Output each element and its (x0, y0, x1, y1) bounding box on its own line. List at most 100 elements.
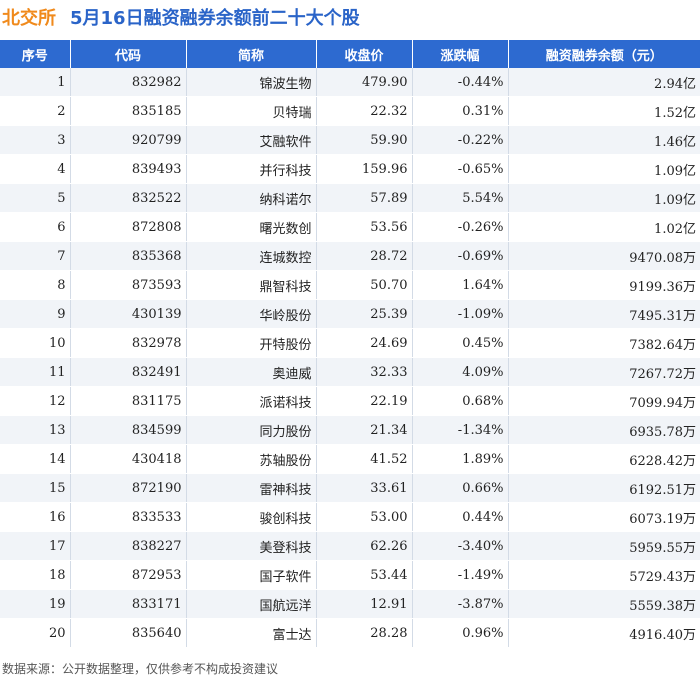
cell-name: 国航远洋 (186, 589, 317, 619)
cell-rank: 14 (0, 444, 71, 474)
cell-rank: 8 (0, 270, 71, 300)
cell-close: 57.89 (316, 183, 413, 213)
table-row: 17 838227 美登科技 62.26 -3.40% 5959.55万 (0, 531, 700, 561)
cell-rank: 2 (0, 96, 71, 126)
cell-close: 53.44 (316, 560, 413, 590)
table-row: 7 835368 连城数控 28.72 -0.69% 9470.08万 (0, 241, 700, 271)
cell-rank: 15 (0, 473, 71, 503)
table-row: 20 835640 富士达 28.28 0.96% 4916.40万 (0, 618, 700, 648)
cell-close: 41.52 (316, 444, 413, 474)
cell-name: 艾融软件 (186, 125, 317, 155)
table-row: 16 833533 骏创科技 53.00 0.44% 6073.19万 (0, 502, 700, 532)
cell-change: -0.65% (412, 154, 509, 184)
column-header-balance: 融资融券余额（元） (508, 40, 700, 68)
cell-code: 832978 (70, 328, 187, 358)
cell-balance: 6228.42万 (508, 444, 700, 474)
cell-balance: 2.94亿 (508, 68, 700, 97)
table-row: 1 832982 锦波生物 479.90 -0.44% 2.94亿 (0, 68, 700, 97)
cell-name: 曙光数创 (186, 212, 317, 242)
cell-close: 24.69 (316, 328, 413, 358)
cell-code: 872190 (70, 473, 187, 503)
cell-change: -0.22% (412, 125, 509, 155)
cell-close: 50.70 (316, 270, 413, 300)
table-row: 2 835185 贝特瑞 22.32 0.31% 1.52亿 (0, 96, 700, 126)
data-source-note: 数据来源：公开数据整理，仅供参考不构成投资建议 (2, 662, 279, 676)
cell-name: 国子软件 (186, 560, 317, 590)
cell-balance: 7099.94万 (508, 386, 700, 416)
cell-code: 831175 (70, 386, 187, 416)
cell-name: 雷神科技 (186, 473, 317, 503)
cell-close: 62.26 (316, 531, 413, 561)
cell-name: 开特股份 (186, 328, 317, 358)
table-row: 13 834599 同力股份 21.34 -1.34% 6935.78万 (0, 415, 700, 445)
cell-code: 430418 (70, 444, 187, 474)
cell-balance: 1.09亿 (508, 154, 700, 184)
cell-change: 0.96% (412, 618, 509, 648)
cell-change: 0.31% (412, 96, 509, 126)
cell-name: 纳科诺尔 (186, 183, 317, 213)
cell-change: 4.09% (412, 357, 509, 387)
cell-change: -0.26% (412, 212, 509, 242)
table-row: 5 832522 纳科诺尔 57.89 5.54% 1.09亿 (0, 183, 700, 213)
cell-rank: 9 (0, 299, 71, 329)
table-row: 14 430418 苏轴股份 41.52 1.89% 6228.42万 (0, 444, 700, 474)
cell-rank: 18 (0, 560, 71, 590)
cell-change: 0.68% (412, 386, 509, 416)
table-row: 18 872953 国子软件 53.44 -1.49% 5729.43万 (0, 560, 700, 590)
cell-close: 21.34 (316, 415, 413, 445)
cell-balance: 7267.72万 (508, 357, 700, 387)
cell-balance: 1.02亿 (508, 212, 700, 242)
column-header-name: 简称 (186, 40, 317, 68)
cell-code: 873593 (70, 270, 187, 300)
cell-close: 479.90 (316, 68, 413, 97)
cell-name: 奥迪威 (186, 357, 317, 387)
cell-change: -0.69% (412, 241, 509, 271)
cell-close: 59.90 (316, 125, 413, 155)
cell-code: 832982 (70, 68, 187, 97)
cell-balance: 6935.78万 (508, 415, 700, 445)
cell-rank: 1 (0, 68, 71, 97)
cell-close: 28.28 (316, 618, 413, 648)
cell-code: 835640 (70, 618, 187, 648)
cell-close: 22.32 (316, 96, 413, 126)
cell-code: 832522 (70, 183, 187, 213)
cell-rank: 13 (0, 415, 71, 445)
column-header-close: 收盘价 (316, 40, 413, 68)
cell-rank: 4 (0, 154, 71, 184)
cell-name: 派诺科技 (186, 386, 317, 416)
cell-rank: 19 (0, 589, 71, 619)
cell-name: 骏创科技 (186, 502, 317, 532)
cell-rank: 5 (0, 183, 71, 213)
table-row: 12 831175 派诺科技 22.19 0.68% 7099.94万 (0, 386, 700, 416)
cell-rank: 11 (0, 357, 71, 387)
cell-name: 并行科技 (186, 154, 317, 184)
page-title: 5月16日融资融券余额前二十大个股 (70, 8, 360, 29)
cell-change: -0.44% (412, 68, 509, 97)
cell-name: 锦波生物 (186, 68, 317, 97)
cell-code: 872808 (70, 212, 187, 242)
table-header-row: 序号 代码 简称 收盘价 涨跌幅 融资融券余额（元） (0, 40, 700, 68)
cell-balance: 6073.19万 (508, 502, 700, 532)
cell-change: 1.64% (412, 270, 509, 300)
cell-rank: 6 (0, 212, 71, 242)
cell-code: 872953 (70, 560, 187, 590)
cell-rank: 10 (0, 328, 71, 358)
cell-close: 25.39 (316, 299, 413, 329)
cell-close: 12.91 (316, 589, 413, 619)
table-row: 6 872808 曙光数创 53.56 -0.26% 1.02亿 (0, 212, 700, 242)
cell-name: 鼎智科技 (186, 270, 317, 300)
table-row: 4 839493 并行科技 159.96 -0.65% 1.09亿 (0, 154, 700, 184)
cell-name: 富士达 (186, 618, 317, 648)
cell-close: 53.56 (316, 212, 413, 242)
cell-close: 53.00 (316, 502, 413, 532)
column-header-change: 涨跌幅 (412, 40, 509, 68)
cell-name: 美登科技 (186, 531, 317, 561)
cell-rank: 12 (0, 386, 71, 416)
cell-change: -1.09% (412, 299, 509, 329)
cell-code: 833533 (70, 502, 187, 532)
cell-change: -3.87% (412, 589, 509, 619)
cell-close: 32.33 (316, 357, 413, 387)
cell-code: 835185 (70, 96, 187, 126)
table-row: 19 833171 国航远洋 12.91 -3.87% 5559.38万 (0, 589, 700, 619)
cell-code: 430139 (70, 299, 187, 329)
